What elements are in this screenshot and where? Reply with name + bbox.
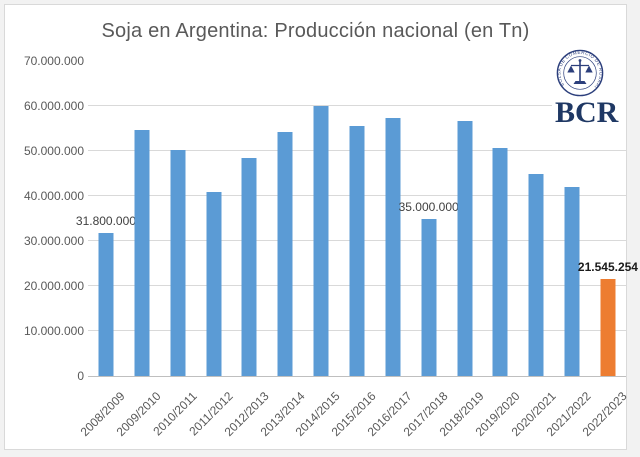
bar-2018-2019 bbox=[457, 121, 473, 376]
data-label: 35.000.000 bbox=[398, 199, 459, 214]
bcr-seal-icon: BOLSA DE COMERCIO DE ROSARIO bbox=[556, 49, 604, 97]
y-tick-label: 0 bbox=[77, 369, 84, 383]
y-tick-label: 50.000.000 bbox=[23, 144, 84, 158]
bar-slot bbox=[124, 61, 160, 376]
bar-slot bbox=[518, 61, 554, 376]
bar-slot bbox=[160, 61, 196, 376]
y-tick-label: 40.000.000 bbox=[23, 189, 84, 203]
bar-2020-2021 bbox=[528, 173, 544, 376]
bar-slot: 31.800.000 bbox=[76, 61, 136, 376]
bar-2013-2014 bbox=[277, 132, 293, 376]
bar-2022-2023 bbox=[600, 279, 616, 376]
chart-title: Soja en Argentina: Producción nacional (… bbox=[101, 20, 530, 42]
bar-2012-2013 bbox=[241, 158, 257, 376]
y-tick-label: 20.000.000 bbox=[23, 279, 84, 293]
y-tick-label: 60.000.000 bbox=[23, 99, 84, 113]
scales-icon bbox=[567, 59, 593, 84]
bar-2016-2017 bbox=[385, 117, 401, 376]
bcr-logo: BOLSA DE COMERCIO DE ROSARIO BCR bbox=[552, 45, 626, 143]
bar-slot bbox=[339, 61, 375, 376]
data-label: 31.800.000 bbox=[75, 213, 136, 228]
bar-2015-2016 bbox=[349, 126, 365, 376]
bar-slot bbox=[196, 61, 232, 376]
bar-2014-2015 bbox=[313, 106, 329, 376]
bar-2009-2010 bbox=[134, 129, 150, 376]
bar-slot bbox=[303, 61, 339, 376]
bar-slot bbox=[482, 61, 518, 376]
bars-layer: 31.800.000 35.000.000 21.545.254 bbox=[76, 61, 638, 376]
bar-2019-2020 bbox=[492, 147, 508, 376]
bar-slot: 35.000.000 bbox=[399, 61, 459, 376]
x-axis-labels: 2008/2009 2009/2010 2010/2011 2011/2012 2012… bbox=[78, 377, 630, 455]
data-label: 21.545.254 bbox=[577, 260, 638, 275]
bar-slot bbox=[447, 61, 483, 376]
gridline bbox=[88, 105, 626, 106]
bar-2010-2011 bbox=[170, 150, 186, 376]
bar-slot bbox=[231, 61, 267, 376]
bar-2017-2018 bbox=[421, 218, 437, 376]
y-tick-label: 10.000.000 bbox=[23, 324, 84, 338]
bar-slot bbox=[267, 61, 303, 376]
bar-2021-2022 bbox=[564, 187, 580, 376]
bar-slot: 21.545.254 bbox=[578, 61, 638, 376]
bar-slot bbox=[554, 61, 590, 376]
bar-2008-2009 bbox=[98, 232, 114, 376]
y-tick-label: 70.000.000 bbox=[23, 54, 84, 68]
bar-slot bbox=[375, 61, 411, 376]
bar-2011-2012 bbox=[206, 191, 221, 376]
bcr-logo-text: BCR bbox=[555, 96, 619, 129]
plot-area: 31.800.000 35.000.000 21.545.254 bbox=[76, 61, 638, 377]
y-tick-label: 30.000.000 bbox=[23, 234, 84, 248]
